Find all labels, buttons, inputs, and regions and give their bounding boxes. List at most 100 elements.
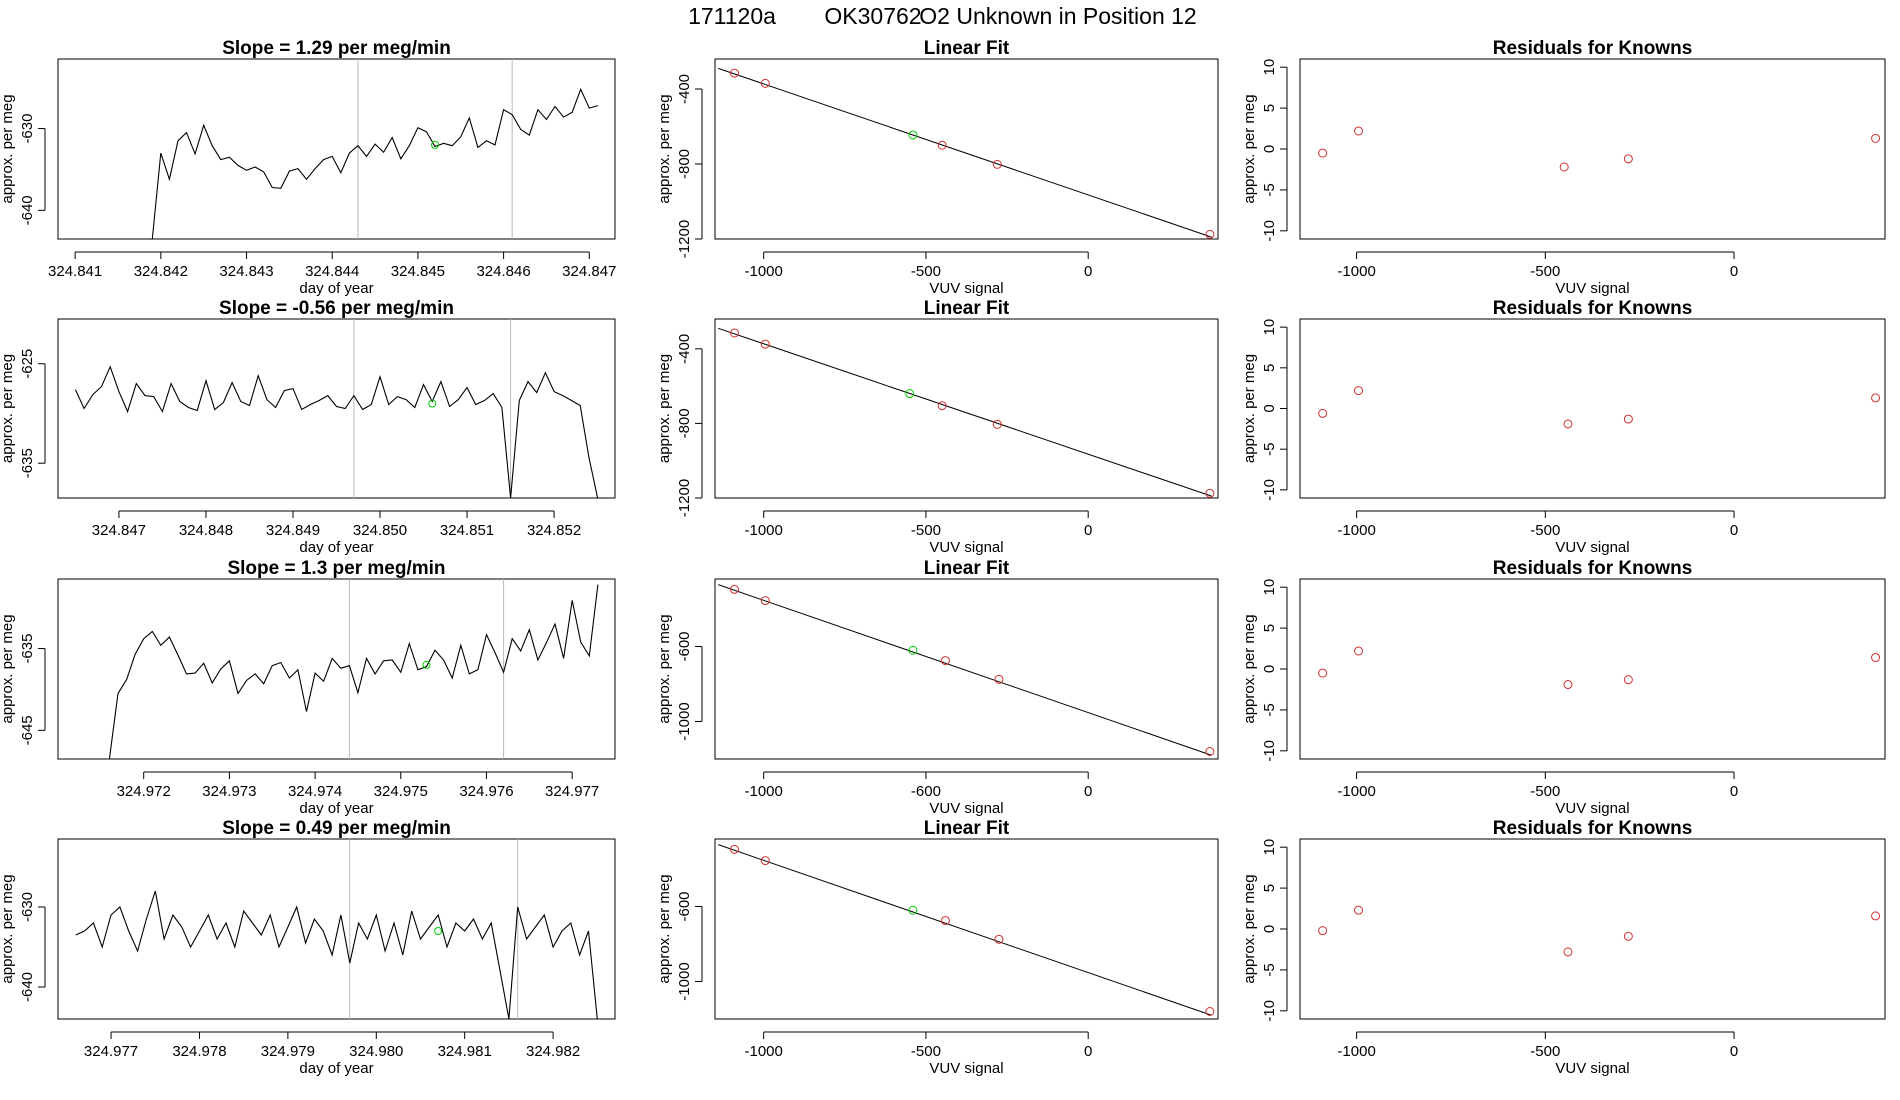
r2-res-x-axis-label: VUV signal bbox=[1555, 539, 1629, 556]
r4-res-y-tick-label: -10 bbox=[1261, 1000, 1278, 1022]
r4-fit-y-tick-label: -600 bbox=[676, 891, 693, 921]
r2-res-title: Residuals for Knowns bbox=[1493, 298, 1693, 319]
r2-fit-x-tick-label: -1000 bbox=[744, 522, 782, 539]
r2-fit-frame bbox=[714, 318, 1219, 499]
r3-fit-y-tick-label: -1000 bbox=[676, 702, 693, 740]
r3-fit-plot-area bbox=[718, 584, 1215, 756]
r3-ts-series-line bbox=[108, 584, 599, 759]
r2-ts-plot-area bbox=[74, 319, 599, 498]
r4-ts-x-tick-label: 324.981 bbox=[438, 1043, 492, 1060]
r4-res-y-axis-label: approx. per meg bbox=[1241, 874, 1258, 983]
r2-fit-y-tick-label: -400 bbox=[676, 334, 693, 364]
r3-fit-known-point bbox=[940, 656, 950, 666]
r4-res-y-tick-label: -5 bbox=[1261, 963, 1278, 976]
r3-fit-x-tick-label: -1000 bbox=[744, 783, 782, 800]
r3-res-frame bbox=[1299, 578, 1886, 760]
r3-res-y-axis-label: approx. per meg bbox=[1241, 614, 1258, 723]
r3-ts-y-tick-label: -635 bbox=[19, 634, 36, 664]
r2-fit-known-point bbox=[729, 328, 739, 338]
r2-fit-known-point bbox=[1205, 488, 1215, 498]
r2-fit-y-axis-label: approx. per meg bbox=[656, 354, 673, 463]
r1-res-y-tick-label: -5 bbox=[1261, 183, 1278, 196]
r3-fit-fit-line bbox=[718, 584, 1212, 756]
r1-fit-unknown-point bbox=[908, 130, 918, 140]
r4-res-residual-point bbox=[1871, 911, 1881, 921]
r3-fit-known-point bbox=[729, 584, 739, 594]
r1-fit-known-point bbox=[1205, 229, 1215, 239]
r3-ts-x-tick-label: 324.972 bbox=[117, 783, 171, 800]
panel-r4-ts: Slope = 0.49 per meg/min 324.977 324.978 32… bbox=[0, 818, 616, 1077]
r2-fit-known-point bbox=[760, 339, 770, 349]
figure-title-run: 171120a bbox=[688, 3, 776, 29]
r2-res-y-tick-label: -10 bbox=[1261, 479, 1278, 501]
r4-ts-series-line bbox=[75, 890, 598, 1019]
r1-fit-x-tick-label: 0 bbox=[1084, 263, 1092, 280]
r1-ts-y-tick-label: -640 bbox=[19, 195, 36, 225]
r4-ts-x-tick-label: 324.977 bbox=[84, 1043, 138, 1060]
r3-res-plot-area bbox=[1318, 646, 1881, 690]
r1-fit-x-tick-label: -500 bbox=[911, 263, 941, 280]
r4-fit-known-point bbox=[729, 844, 739, 854]
r3-res-residual-point bbox=[1318, 668, 1328, 678]
r2-ts-title: Slope = -0.56 per meg/min bbox=[219, 298, 454, 319]
r2-res-x-tick-label: -1000 bbox=[1337, 522, 1375, 539]
r3-res-title: Residuals for Knowns bbox=[1493, 558, 1693, 579]
r3-res-x-tick-label: -1000 bbox=[1337, 783, 1375, 800]
r2-ts-y-axis-label: approx. per meg bbox=[0, 354, 16, 463]
r1-fit-y-tick-label: -400 bbox=[676, 74, 693, 104]
r3-res-residual-point bbox=[1354, 646, 1363, 656]
r4-fit-x-tick-label: -1000 bbox=[744, 1043, 782, 1060]
r2-fit-known-point bbox=[992, 419, 1002, 429]
r2-fit-known-point bbox=[937, 401, 947, 411]
r1-ts-x-tick-label: 324.846 bbox=[476, 263, 530, 280]
r4-ts-title: Slope = 0.49 per meg/min bbox=[222, 818, 451, 839]
r4-fit-title: Linear Fit bbox=[924, 818, 1010, 839]
r2-res-y-tick-label: 0 bbox=[1261, 404, 1278, 412]
r4-fit-unknown-point bbox=[908, 905, 918, 915]
panel-r4-res: Residuals for Knowns -1000 -500 0 VUV signal… bbox=[1241, 818, 1886, 1077]
r1-res-x-tick-label: -500 bbox=[1530, 263, 1560, 280]
r4-fit-frame bbox=[714, 838, 1219, 1020]
r2-res-y-tick-label: 10 bbox=[1261, 319, 1278, 336]
r2-res-residual-point bbox=[1871, 393, 1881, 403]
r4-fit-x-axis-label: VUV signal bbox=[929, 1060, 1003, 1077]
r1-ts-plot-area bbox=[151, 59, 599, 239]
r3-res-x-tick-label: -500 bbox=[1530, 783, 1560, 800]
r2-res-x-tick-label: 0 bbox=[1730, 522, 1738, 539]
r1-fit-x-tick-label: -1000 bbox=[744, 263, 782, 280]
panel-r3-res: Residuals for Knowns -1000 -500 0 VUV signal… bbox=[1241, 558, 1886, 817]
r1-fit-known-point bbox=[729, 68, 739, 78]
panel-r2-res: Residuals for Knowns -1000 -500 0 VUV signal… bbox=[1241, 298, 1886, 556]
r4-fit-x-tick-label: -500 bbox=[911, 1043, 941, 1060]
r2-ts-x-axis-label: day of year bbox=[299, 539, 373, 556]
r1-ts-x-tick-label: 324.844 bbox=[305, 263, 359, 280]
r3-ts-y-tick-label: -645 bbox=[19, 715, 36, 745]
r3-fit-x-axis-label: VUV signal bbox=[929, 800, 1003, 817]
r3-fit-y-tick-label: -600 bbox=[676, 631, 693, 661]
r3-ts-y-axis-label: approx. per meg bbox=[0, 614, 16, 723]
r3-res-y-tick-label: 0 bbox=[1261, 665, 1278, 673]
r1-res-residual-point bbox=[1354, 126, 1363, 136]
r3-res-x-tick-label: 0 bbox=[1730, 783, 1738, 800]
r4-res-plot-area bbox=[1318, 905, 1881, 957]
r2-fit-title: Linear Fit bbox=[924, 298, 1010, 319]
r3-fit-frame bbox=[714, 578, 1219, 760]
r1-ts-x-tick-label: 324.843 bbox=[219, 263, 273, 280]
r4-res-x-tick-label: -500 bbox=[1530, 1043, 1560, 1060]
r1-fit-y-axis-label: approx. per meg bbox=[656, 94, 673, 203]
r4-res-y-tick-label: 5 bbox=[1261, 884, 1278, 892]
r3-res-y-tick-label: -10 bbox=[1261, 740, 1278, 762]
r1-ts-frame bbox=[57, 58, 616, 240]
r1-fit-known-point bbox=[937, 140, 947, 150]
r4-res-title: Residuals for Knowns bbox=[1493, 818, 1693, 839]
r1-ts-x-tick-label: 324.842 bbox=[134, 263, 188, 280]
r4-fit-x-tick-label: 0 bbox=[1084, 1043, 1092, 1060]
r2-ts-y-tick-label: -635 bbox=[19, 448, 36, 478]
r2-res-residual-point bbox=[1354, 386, 1363, 396]
r2-ts-x-tick-label: 324.851 bbox=[440, 522, 494, 539]
r2-fit-unknown-point bbox=[905, 389, 915, 399]
panel-r4-fit: Linear Fit -1000 -500 0 VUV signal -1000 -600a… bbox=[656, 818, 1219, 1077]
r4-fit-known-point bbox=[760, 856, 770, 866]
